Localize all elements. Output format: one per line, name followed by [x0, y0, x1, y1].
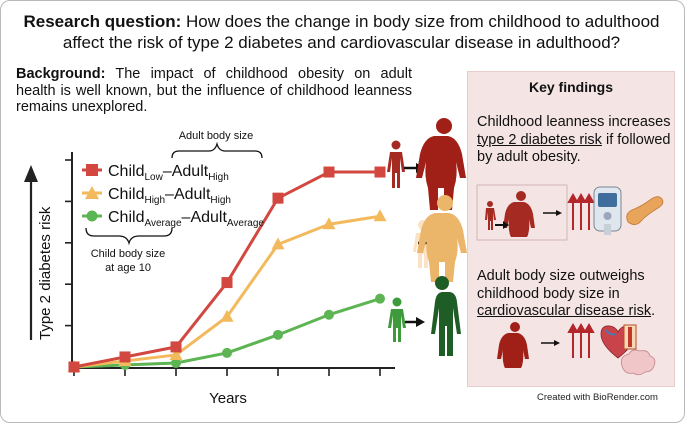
research-question: Research question: How does the change i…	[14, 11, 669, 53]
finding-2-text: Adult body size outweighs childhood body…	[477, 268, 645, 302]
data-point	[221, 277, 233, 289]
data-point	[373, 209, 387, 222]
background-paragraph: Background: The impact of childhood obes…	[16, 66, 412, 116]
pancreas-icon	[626, 196, 664, 225]
child-body-size-label: Child body size	[91, 248, 166, 260]
data-point	[374, 166, 386, 178]
finding-1-text: Childhood leanness increases	[477, 114, 671, 130]
finding-2: Adult body size outweighs childhood body…	[477, 268, 674, 321]
data-point	[273, 329, 283, 340]
data-point	[68, 361, 80, 373]
data-point	[169, 347, 183, 360]
data-point	[170, 341, 182, 353]
child-figure-green	[388, 297, 406, 342]
series-circle	[69, 293, 385, 372]
series-square	[68, 166, 386, 373]
data-point	[324, 309, 334, 320]
data-point	[272, 192, 284, 204]
y-axis-arrow	[24, 165, 38, 340]
finding-1: Childhood leanness increases type 2 diab…	[477, 114, 672, 167]
legend-marker	[86, 164, 98, 176]
background-text: The impact of childhood obesity on adult…	[16, 66, 412, 115]
series-triangle	[67, 209, 387, 372]
x-axis-label: Years	[209, 390, 247, 407]
series-line	[73, 214, 381, 369]
glucose-meter-icon	[593, 186, 622, 235]
finding-2-text-end: .	[651, 303, 656, 319]
finding-2-highlight: cardiovascular disease risk	[477, 303, 652, 319]
chart-axes	[65, 152, 395, 376]
data-point	[323, 166, 335, 178]
y-axis-label: Type 2 diabetes risk	[37, 206, 54, 340]
data-point	[271, 237, 285, 250]
key-findings-title: Key findings	[528, 79, 613, 95]
child-brace	[85, 227, 173, 246]
arrow-right-icon	[541, 340, 560, 346]
adult-obese-figure-red	[416, 118, 466, 210]
research-question-text: How does the change in body size from ch…	[62, 12, 660, 52]
data-point	[375, 293, 385, 304]
brain-icon	[620, 349, 656, 376]
legend-marker	[85, 186, 99, 199]
finding-1-illustration	[476, 184, 568, 241]
adult-brace	[171, 141, 263, 159]
child-age-label: at age 10	[105, 262, 151, 274]
arrow-right-icon	[405, 317, 425, 327]
series-layer	[67, 166, 387, 373]
data-point	[222, 347, 232, 358]
biorender-credit: Created with BioRender.com	[537, 392, 658, 403]
finding-1-highlight: type 2 diabetes risk	[477, 131, 602, 148]
legend-marker	[86, 210, 98, 222]
background-label: Background:	[16, 66, 106, 82]
child-lean-figure-red	[387, 140, 405, 188]
data-point	[171, 357, 181, 368]
legend-label: ChildAverage–AdultAverage	[108, 209, 264, 229]
legend-label: ChildLow–AdultHigh	[108, 163, 229, 183]
artery-icon	[623, 324, 637, 350]
adult-body-size-label: Adult body size	[179, 130, 254, 142]
data-point	[322, 217, 336, 230]
up-arrows-icon	[567, 322, 595, 358]
legend: ChildLow–AdultHigh ChildHigh–AdultHigh Chi…	[82, 163, 264, 229]
finding-2-illustration	[497, 322, 529, 368]
research-question-label: Research question:	[23, 12, 182, 31]
finding-1-text-end: if followed by adult obesity.	[477, 131, 671, 166]
data-point	[220, 309, 234, 322]
data-point	[119, 351, 131, 363]
adult-obese-figure-orange	[417, 195, 467, 282]
up-arrows-icon	[567, 192, 595, 230]
legend-label: ChildHigh–AdultHigh	[108, 186, 231, 206]
adult-figure-green	[431, 276, 461, 356]
